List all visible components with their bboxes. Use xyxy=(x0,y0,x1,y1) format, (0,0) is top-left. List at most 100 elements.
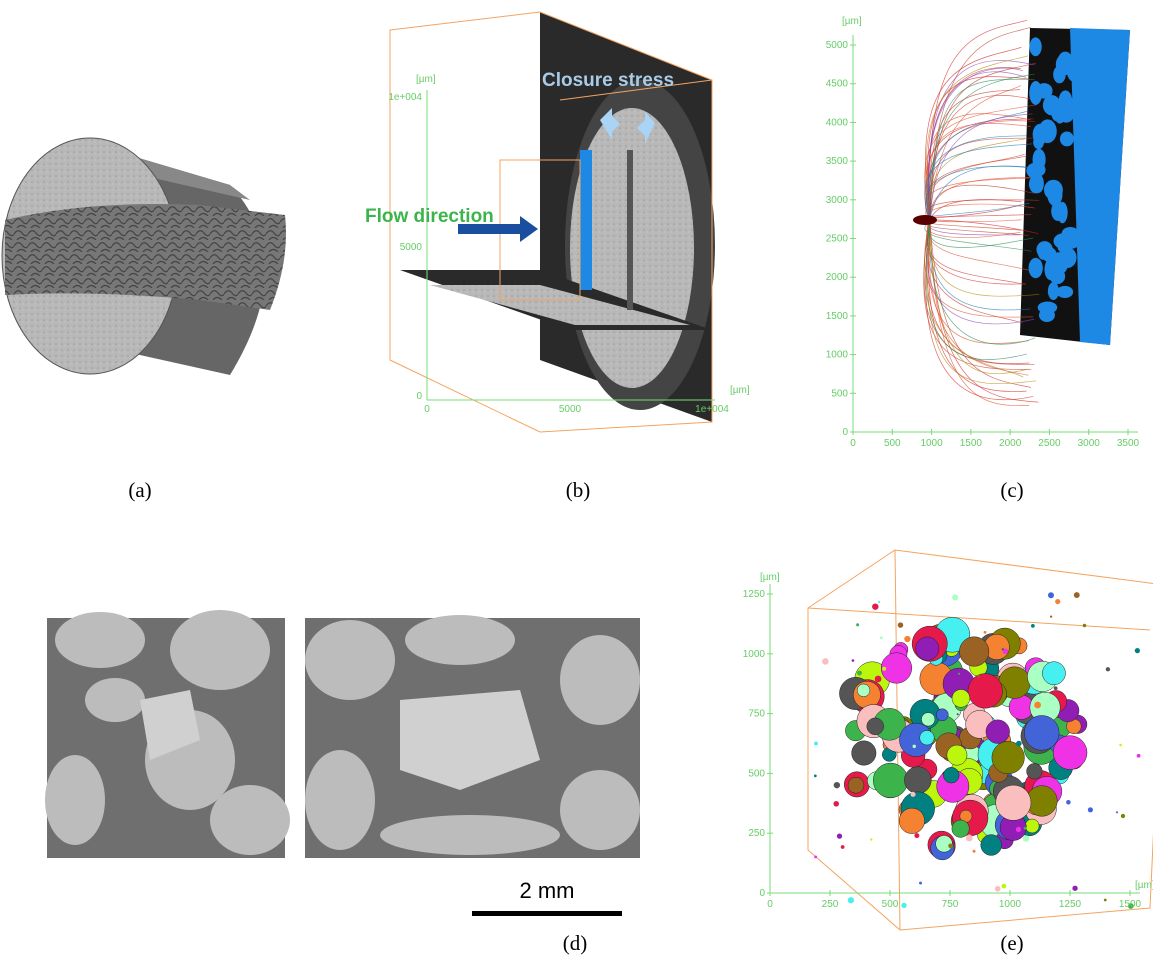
tick-label: 3500 xyxy=(826,156,849,167)
streamline xyxy=(927,76,1030,221)
grain xyxy=(1058,90,1073,111)
particle xyxy=(919,730,935,746)
fragment xyxy=(965,834,973,842)
grain xyxy=(1053,65,1066,84)
fragment xyxy=(1023,826,1027,830)
fragment xyxy=(1002,648,1009,655)
particle xyxy=(935,835,953,853)
fragment xyxy=(1034,701,1042,709)
streamline xyxy=(926,219,1023,324)
fragment xyxy=(1087,807,1093,813)
particle xyxy=(856,683,871,697)
tick-label: 750 xyxy=(942,899,959,910)
fragment xyxy=(1072,885,1078,891)
fragment xyxy=(994,885,1001,892)
streamline xyxy=(925,47,1022,221)
panel-label: (b) xyxy=(566,478,591,502)
streamline xyxy=(929,20,1028,221)
tick-label: 2000 xyxy=(826,272,849,283)
particle-render xyxy=(807,549,1153,931)
tick-label: 1000 xyxy=(826,350,849,361)
fragment xyxy=(847,897,854,904)
scale-bar-label: 2 mm xyxy=(520,878,575,903)
fragment xyxy=(851,659,855,662)
streamline xyxy=(927,219,1030,344)
fragment xyxy=(879,636,883,640)
grain xyxy=(1057,201,1068,224)
axis-unit: [µm] xyxy=(416,74,436,85)
particle xyxy=(1042,661,1066,686)
fragment xyxy=(856,623,860,627)
streamline xyxy=(929,219,1030,406)
streamline xyxy=(927,219,1037,385)
fragment xyxy=(1127,903,1134,909)
particle xyxy=(1026,763,1043,780)
tick-label: 1e+004 xyxy=(388,92,422,103)
grain xyxy=(1056,285,1074,298)
tick-label: 1000 xyxy=(743,649,766,660)
fragment xyxy=(1001,648,1004,651)
streamline xyxy=(928,110,1029,221)
tick-label: 1500 xyxy=(960,438,983,449)
fragment xyxy=(912,744,916,749)
streamline xyxy=(929,85,1022,221)
streamline xyxy=(925,165,1027,221)
fragment xyxy=(919,881,922,885)
streamline xyxy=(929,137,1036,221)
particle xyxy=(904,766,932,794)
fragment xyxy=(1001,883,1007,889)
tick-label: 3000 xyxy=(1078,438,1101,449)
streamline xyxy=(929,165,1027,221)
fragment xyxy=(972,849,976,853)
fragment xyxy=(1115,811,1119,814)
fragment xyxy=(1136,753,1141,758)
streamline xyxy=(929,176,1036,221)
particle xyxy=(980,834,1002,856)
tick-label: 1500 xyxy=(826,311,849,322)
fragment xyxy=(1016,740,1022,747)
fragment xyxy=(977,674,981,678)
particle xyxy=(935,708,949,722)
streamline xyxy=(929,113,1033,221)
streamline xyxy=(928,71,1027,221)
streamlines xyxy=(913,20,1130,406)
tick-label: 500 xyxy=(748,768,765,779)
streamline xyxy=(929,184,1034,221)
streamline xyxy=(929,62,1036,221)
streamline xyxy=(929,219,1040,297)
particle xyxy=(921,712,936,727)
annotation: Flow direction xyxy=(365,206,494,227)
tick-label: 0 xyxy=(850,438,856,449)
particle xyxy=(1026,785,1058,817)
fragment xyxy=(914,833,920,839)
axis-unit: [µm] xyxy=(760,572,780,583)
annotation: Closure stress xyxy=(542,70,674,91)
axis-unit: [µm] xyxy=(730,385,750,396)
cell-render xyxy=(389,11,715,433)
fragment xyxy=(1049,615,1053,618)
grain xyxy=(1035,83,1053,99)
ct-slices xyxy=(45,610,640,916)
grain xyxy=(1058,247,1077,269)
streamline xyxy=(928,219,1031,311)
inlet xyxy=(913,215,937,225)
particle xyxy=(915,636,940,661)
streamline xyxy=(924,219,1032,252)
tick-label: 3500 xyxy=(1117,438,1140,449)
tick-label: 3000 xyxy=(826,195,849,206)
tick-label: 500 xyxy=(831,388,848,399)
fragment xyxy=(1066,800,1071,805)
streamline xyxy=(925,199,1040,221)
fragment xyxy=(1082,623,1087,628)
fragment xyxy=(1120,813,1126,819)
fragment xyxy=(857,670,862,676)
particle xyxy=(959,636,990,667)
fragment xyxy=(1105,667,1111,672)
tick-label: 0 xyxy=(759,888,765,899)
axis-unit: [µm] xyxy=(842,16,862,27)
grain xyxy=(1036,241,1053,258)
streamline xyxy=(929,73,1035,221)
fragment xyxy=(882,666,887,671)
streamline xyxy=(926,135,1027,221)
fragment xyxy=(956,713,959,716)
